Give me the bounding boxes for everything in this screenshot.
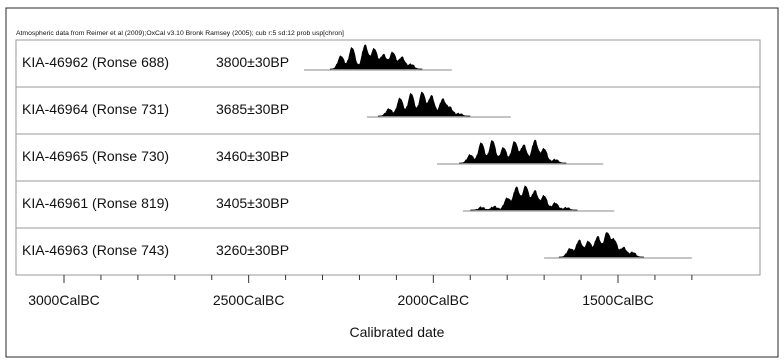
probability-distribution — [470, 185, 578, 211]
sample-label: KIA-46961 (Ronse 819) — [22, 195, 169, 211]
probability-distribution — [377, 91, 471, 117]
sample-label: KIA-46963 (Ronse 743) — [22, 242, 169, 258]
sample-rows: KIA-46962 (Ronse 688) 3800±30BP KIA-46964 … — [16, 44, 760, 259]
sample-date: 3260±30BP — [216, 242, 289, 258]
sample-row: KIA-46962 (Ronse 688) 3800±30BP — [22, 44, 452, 71]
x-tick-label: 2000CalBC — [398, 292, 470, 308]
x-tick-label: 2500CalBC — [213, 292, 285, 308]
sample-date: 3460±30BP — [216, 148, 289, 164]
x-axis: 3000CalBC 2500CalBC 2000CalBC 1500CalBC — [28, 275, 693, 308]
probability-distribution — [558, 231, 644, 258]
sample-date: 3800±30BP — [216, 54, 289, 70]
probability-distribution — [329, 44, 423, 70]
plot-area-frame — [15, 39, 761, 276]
sample-date: 3685±30BP — [216, 101, 289, 117]
x-tick-label: 3000CalBC — [28, 292, 100, 308]
sample-row: KIA-46965 (Ronse 730) 3460±30BP — [16, 133, 760, 165]
x-tick-label: 1500CalBC — [582, 292, 654, 308]
sample-date: 3405±30BP — [216, 195, 289, 211]
x-axis-label: Calibrated date — [350, 324, 445, 340]
sample-label: KIA-46964 (Ronse 731) — [22, 101, 169, 117]
sample-row: KIA-46964 (Ronse 731) 3685±30BP — [16, 86, 760, 118]
sample-row: KIA-46961 (Ronse 819) 3405±30BP — [16, 180, 760, 212]
sample-label: KIA-46962 (Ronse 688) — [22, 54, 169, 70]
sample-row: KIA-46963 (Ronse 743) 3260±30BP — [16, 227, 760, 259]
sample-label: KIA-46965 (Ronse 730) — [22, 148, 169, 164]
probability-distribution — [459, 139, 567, 164]
chart-title: Atmospheric data from Reimer et al (2009… — [16, 30, 344, 37]
